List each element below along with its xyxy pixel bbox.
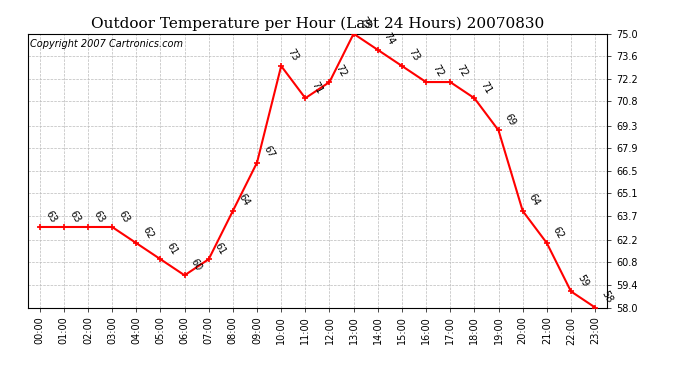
Text: 72: 72 [334, 63, 348, 79]
Text: 72: 72 [431, 63, 445, 79]
Text: 60: 60 [189, 257, 204, 273]
Text: 74: 74 [382, 32, 397, 47]
Text: 71: 71 [310, 80, 324, 95]
Text: 75: 75 [358, 15, 373, 31]
Text: Copyright 2007 Cartronics.com: Copyright 2007 Cartronics.com [30, 39, 184, 49]
Text: 72: 72 [455, 63, 469, 79]
Text: 63: 63 [68, 209, 83, 224]
Text: 67: 67 [262, 144, 276, 160]
Title: Outdoor Temperature per Hour (Last 24 Hours) 20070830: Outdoor Temperature per Hour (Last 24 Ho… [91, 17, 544, 31]
Text: 62: 62 [141, 225, 155, 240]
Text: 73: 73 [406, 48, 421, 63]
Text: 59: 59 [575, 273, 590, 289]
Text: 73: 73 [286, 48, 300, 63]
Text: 62: 62 [551, 225, 566, 240]
Text: 63: 63 [117, 209, 131, 224]
Text: 63: 63 [92, 209, 107, 224]
Text: 64: 64 [527, 192, 542, 208]
Text: 61: 61 [165, 241, 179, 256]
Text: 63: 63 [44, 209, 59, 224]
Text: 61: 61 [213, 241, 228, 256]
Text: 69: 69 [503, 112, 518, 128]
Text: 64: 64 [237, 192, 252, 208]
Text: 58: 58 [600, 289, 614, 305]
Text: 71: 71 [479, 80, 493, 95]
